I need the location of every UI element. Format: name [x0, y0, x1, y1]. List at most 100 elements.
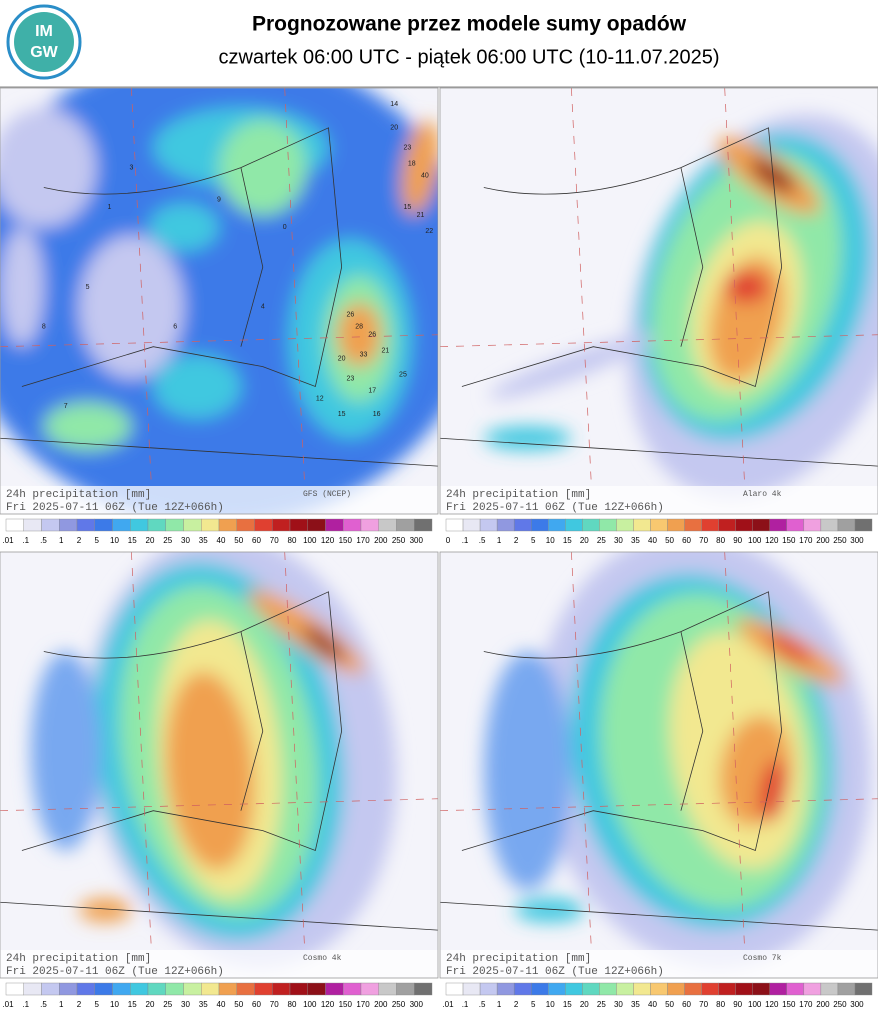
border [0, 167, 438, 467]
colorbar-label: 60 [252, 1000, 261, 1009]
colorbar-box [112, 518, 131, 532]
colorbar-label: 60 [682, 1000, 691, 1009]
colorbar-label: 20 [580, 536, 589, 545]
colorbar-box [59, 982, 78, 996]
colorbar-box [23, 982, 42, 996]
colorbar-label: 90 [733, 536, 742, 545]
colorbar-box [378, 518, 397, 532]
colorbar-box [5, 982, 24, 996]
precip-area [758, 759, 787, 823]
colorbar-box [445, 982, 464, 996]
colorbar-box [786, 982, 805, 996]
colorbar-label: 50 [234, 536, 243, 545]
colorbar-label: .01 [2, 536, 14, 545]
colorbar-label: .5 [479, 1000, 486, 1009]
colorbar-label: 100 [303, 1000, 317, 1009]
colorbar-label: 30 [614, 536, 623, 545]
colorbar-label: 150 [782, 1000, 796, 1009]
colorbar-box [462, 518, 481, 532]
colorbar-label: 120 [765, 1000, 779, 1009]
colorbar-label: 100 [748, 1000, 762, 1009]
colorbar-box [445, 518, 464, 532]
colorbar-box [837, 518, 856, 532]
graticule [571, 88, 592, 487]
panel-frame [439, 87, 878, 515]
colorbar-label: 200 [816, 1000, 830, 1009]
colorbar-label: 5 [531, 536, 536, 545]
colorbar-label: 2 [514, 536, 519, 545]
precip-area [483, 651, 572, 891]
colorbar-box [513, 518, 532, 532]
colorbar-box [548, 518, 566, 532]
colorbar-label: 150 [339, 536, 353, 545]
colorbar-label: 80 [716, 1000, 725, 1009]
label-strip [440, 486, 878, 514]
map-value: 21 [417, 212, 425, 219]
colorbar-box [820, 518, 839, 532]
colorbar-label: 25 [597, 536, 606, 545]
colorbar-box [396, 518, 415, 532]
precip-area [0, 107, 97, 228]
colorbar-label: 120 [321, 536, 335, 545]
colorbar-label: 0 [446, 536, 451, 545]
model-name: Cosmo 7k [743, 954, 782, 963]
colorbar-box [236, 518, 255, 532]
colorbar-label: 20 [146, 1000, 155, 1009]
border [461, 591, 783, 852]
colorbar-label: 150 [339, 1000, 353, 1009]
colorbar-label: .5 [40, 536, 47, 545]
colorbar-label: 40 [217, 1000, 226, 1009]
colorbar-box [165, 518, 184, 532]
graticule [131, 552, 152, 951]
colorbar-label: 170 [799, 536, 813, 545]
colorbar-label: 15 [563, 536, 572, 545]
colorbar-box [462, 982, 481, 996]
label-strip [0, 950, 438, 978]
colorbar-box [565, 518, 583, 532]
run-info: Fri 2025-07-11 06Z (Tue 12Z+066h) [6, 502, 224, 514]
border [21, 127, 343, 388]
colorbar-label: 25 [163, 536, 172, 545]
map-value: 33 [360, 352, 368, 359]
colorbar-label: 50 [665, 536, 674, 545]
colorbar-label: 300 [850, 536, 864, 545]
colorbar-label: 120 [321, 1000, 335, 1009]
colorbar-label: 1 [497, 536, 502, 545]
colorbar-box [414, 982, 433, 996]
colorbar-box [650, 982, 668, 996]
colorbar-box [360, 982, 379, 996]
panel-label: 24h precipitation [mm] [446, 489, 591, 501]
colorbar-box [23, 518, 42, 532]
colorbar-box [325, 518, 344, 532]
map-value: 26 [368, 332, 376, 339]
colorbar-label: 40 [648, 536, 657, 545]
map-value: 18 [408, 160, 416, 167]
colorbar-box [854, 518, 873, 532]
colorbar-box [769, 518, 788, 532]
colorbar-box [5, 518, 24, 532]
map-value: 26 [347, 312, 355, 319]
map: 24h precipitation [mm] Cosmo 7k Fri 2025-0… [440, 552, 878, 978]
colorbar-box [803, 518, 822, 532]
precip-area [218, 119, 307, 216]
colorbar-box [786, 518, 805, 532]
colorbar-box [41, 518, 60, 532]
map-value: 15 [338, 411, 346, 418]
precip-area [0, 227, 44, 347]
map-value: 16 [373, 411, 381, 418]
colorbar-box [272, 518, 291, 532]
colorbar-label: 10 [546, 536, 555, 545]
colorbar-box [667, 982, 685, 996]
colorbar-label: 60 [682, 536, 691, 545]
precip-area [401, 120, 438, 215]
colorbar-label: 35 [199, 1000, 208, 1009]
precip-area [148, 203, 220, 252]
panel-label: 24h precipitation [mm] [446, 953, 591, 965]
colorbar-box [496, 518, 515, 532]
colorbar-box [837, 982, 856, 996]
colorbar-label: 1 [59, 536, 64, 545]
map-value: 20 [390, 125, 398, 132]
precip-area [153, 354, 241, 419]
